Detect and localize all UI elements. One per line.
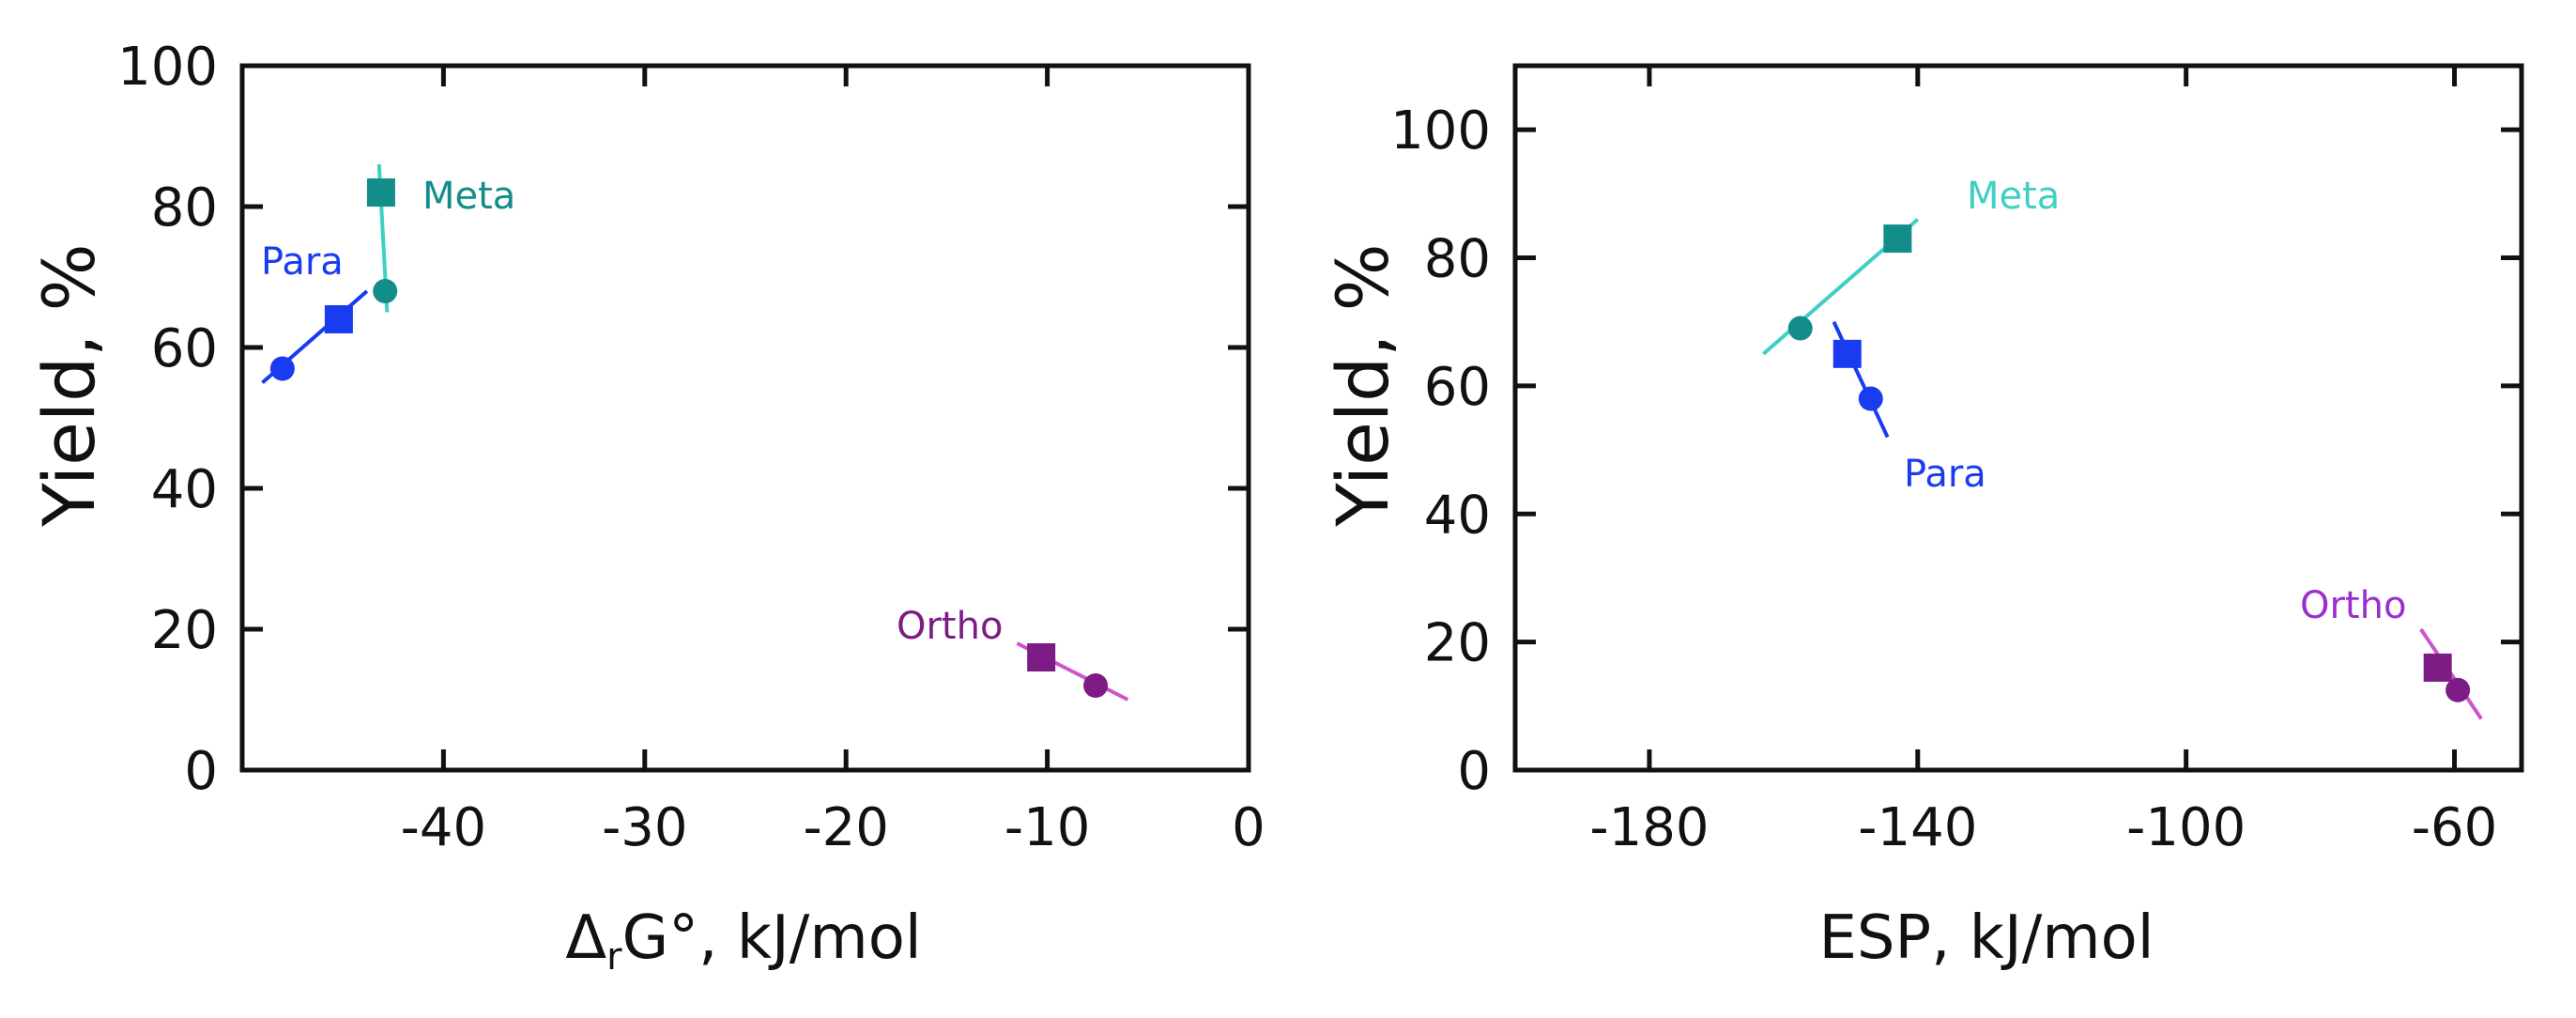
left-ytick-label: 100: [117, 37, 218, 98]
right-xtick-label: -180: [1589, 797, 1709, 858]
left-y-axis-label: Yield, %: [27, 243, 111, 527]
right-point-para-square: [1832, 339, 1862, 368]
left-xtick-label: 0: [1232, 797, 1265, 858]
left-point-ortho-circle: [1083, 673, 1109, 698]
right-ytick-label: 100: [1390, 100, 1491, 162]
left-ytick-label: 60: [151, 318, 218, 379]
left-label-para: Para: [261, 240, 344, 284]
left-ytick-label: 40: [151, 459, 218, 520]
left-point-ortho-square: [1027, 643, 1056, 671]
right-point-meta-square: [1883, 224, 1912, 254]
right-ticks: 0 20 40 60 80 100 -180 -140 -100 -60: [1390, 66, 2522, 858]
left-xtick-label: -20: [803, 797, 888, 858]
left-label-ortho: Ortho: [897, 605, 1003, 648]
right-xtick-label: -60: [2412, 797, 2497, 858]
right-fit-lines: [1762, 218, 2483, 720]
left-point-para-square: [324, 305, 353, 333]
left-label-meta: Meta: [422, 175, 515, 218]
right-xtick-label: -140: [1858, 797, 1977, 858]
right-ytick-label: 20: [1424, 613, 1491, 674]
left-ticks: 0 20 40 60 80 100 -40 -30 -20 -10 0: [117, 37, 1265, 858]
left-point-meta-circle: [373, 279, 398, 303]
right-fit-line-para: [1832, 320, 1890, 439]
right-label-ortho: Ortho: [2300, 584, 2406, 627]
right-xtick-label: -100: [2126, 797, 2246, 858]
right-point-ortho-circle: [2446, 677, 2471, 702]
right-ytick-label: 60: [1424, 357, 1491, 418]
left-data-points: [269, 178, 1109, 698]
right-chart: Yield, % ESP, kJ/mol 0 20 40 60 80 100 -180 -14…: [1321, 63, 2524, 973]
left-xtick-label: -30: [602, 797, 687, 858]
right-data-points: [1787, 224, 2471, 702]
right-point-meta-circle: [1787, 316, 1813, 341]
right-point-ortho-square: [2423, 653, 2452, 682]
left-plot-frame: [239, 63, 1251, 773]
right-point-para-circle: [1858, 386, 1883, 411]
left-x-axis-label: ΔrG°, kJ/mol: [565, 903, 921, 979]
left-point-meta-square: [366, 178, 395, 207]
left-ytick-label: 0: [184, 741, 218, 802]
left-chart: Yield, % ΔrG°, kJ/mol 0 20 40 60 80 100 -40 -30…: [27, 37, 1265, 979]
right-label-meta: Meta: [1967, 175, 2060, 218]
left-xtick-label: -40: [401, 797, 486, 858]
left-ytick-label: 80: [151, 177, 218, 239]
left-point-para-circle: [269, 356, 295, 381]
right-plot-frame: [1512, 63, 2524, 773]
right-y-axis-label: Yield, %: [1321, 243, 1404, 527]
left-xtick-label: -10: [1004, 797, 1090, 858]
right-x-axis-label: ESP, kJ/mol: [1818, 903, 2154, 973]
right-ytick-label: 80: [1424, 229, 1491, 290]
right-ytick-label: 0: [1457, 741, 1491, 802]
left-ytick-label: 20: [151, 600, 218, 661]
right-ytick-label: 40: [1424, 485, 1491, 546]
right-label-para: Para: [1904, 453, 1986, 496]
